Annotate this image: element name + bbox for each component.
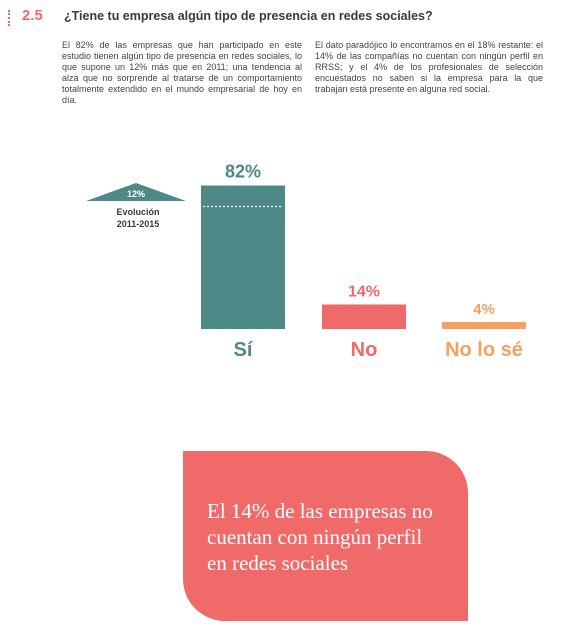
category-label: Sí xyxy=(234,339,254,361)
category-label: No lo sé xyxy=(445,339,523,361)
section-number: 2.5 xyxy=(22,7,43,24)
callout-box xyxy=(183,451,468,621)
bar-1 xyxy=(201,185,285,329)
category-label: No xyxy=(351,339,378,361)
bar-2 xyxy=(322,304,406,329)
intro-paragraph-right: El dato paradójico lo encontramos en el … xyxy=(315,40,543,94)
evolution-value-label: 12% xyxy=(127,189,145,199)
section-title: ¿Tiene tu empresa algún tipo de presenci… xyxy=(64,9,433,23)
bar-value-label: 4% xyxy=(473,301,495,318)
bar-value-label: 14% xyxy=(348,284,380,301)
evolution-label: Evolución xyxy=(116,207,159,217)
bar-3 xyxy=(442,322,526,329)
evolution-triangle xyxy=(86,183,186,201)
bar-chart: 82% Sí 14% No 4% No lo sé 12% Evolución 2011-201… xyxy=(86,162,526,361)
intro-paragraph-left: El 82% de las empresas que han participa… xyxy=(62,40,302,105)
evolution-period-label: 2011-2015 xyxy=(117,219,160,229)
callout-text: El 14% de las empresas no cuentan con ni… xyxy=(207,499,433,575)
bar-value-label: 82% xyxy=(225,162,261,182)
section-marker xyxy=(8,10,10,26)
